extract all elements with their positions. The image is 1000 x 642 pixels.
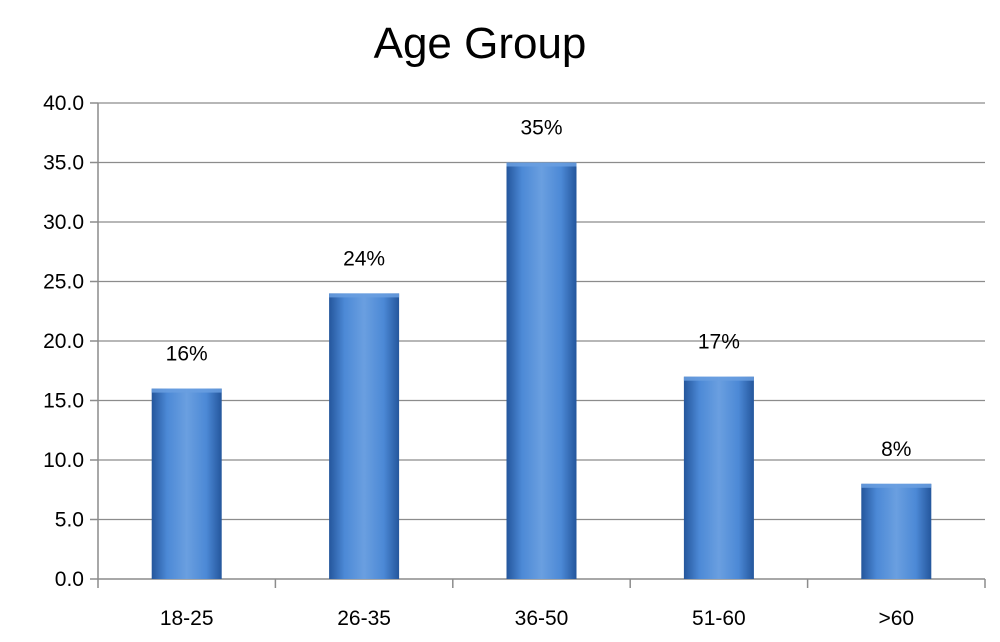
bar-top-edge <box>329 293 400 298</box>
bar-top-edge <box>506 162 577 167</box>
bar-2635 <box>329 293 400 579</box>
y-tick-label: 5.0 <box>55 509 84 532</box>
bar-5160 <box>683 376 754 579</box>
x-category-label: 26-35 <box>337 607 391 630</box>
y-tick-label: 15.0 <box>43 390 84 413</box>
bar-top-edge <box>861 483 932 488</box>
chart-title: Age Group <box>374 19 587 68</box>
y-tick-label: 0.0 <box>55 568 84 591</box>
y-tick-label: 25.0 <box>43 271 84 294</box>
x-category-label: 18-25 <box>160 607 214 630</box>
data-label: 8% <box>881 438 911 461</box>
bar-top-edge <box>683 376 754 381</box>
data-labels: 16% 24% 35% 17% 8% <box>166 117 912 461</box>
x-category-label: 36-50 <box>515 607 569 630</box>
bar-top-edge <box>151 388 222 393</box>
y-tick-label: 10.0 <box>43 449 84 472</box>
data-label: 17% <box>698 331 740 354</box>
x-category-label: >60 <box>878 607 914 630</box>
data-label: 16% <box>166 343 208 366</box>
y-tick-label: 20.0 <box>43 330 84 353</box>
axes <box>90 102 986 588</box>
data-label: 35% <box>520 117 562 140</box>
bar-60 <box>861 483 932 579</box>
bars <box>151 162 932 579</box>
y-tick-label: 40.0 <box>43 92 84 115</box>
y-tick-label: 30.0 <box>43 211 84 234</box>
y-tick-label: 35.0 <box>43 152 84 175</box>
bar-1825 <box>151 388 222 579</box>
x-axis-categories: 18-25 26-35 36-50 51-60 >60 <box>160 607 914 630</box>
y-axis-ticks: 0.0 5.0 10.0 15.0 20.0 25.0 30.0 35.0 40.0 <box>43 92 84 591</box>
x-category-label: 51-60 <box>692 607 746 630</box>
bar-3650 <box>506 162 577 579</box>
data-label: 24% <box>343 247 385 270</box>
